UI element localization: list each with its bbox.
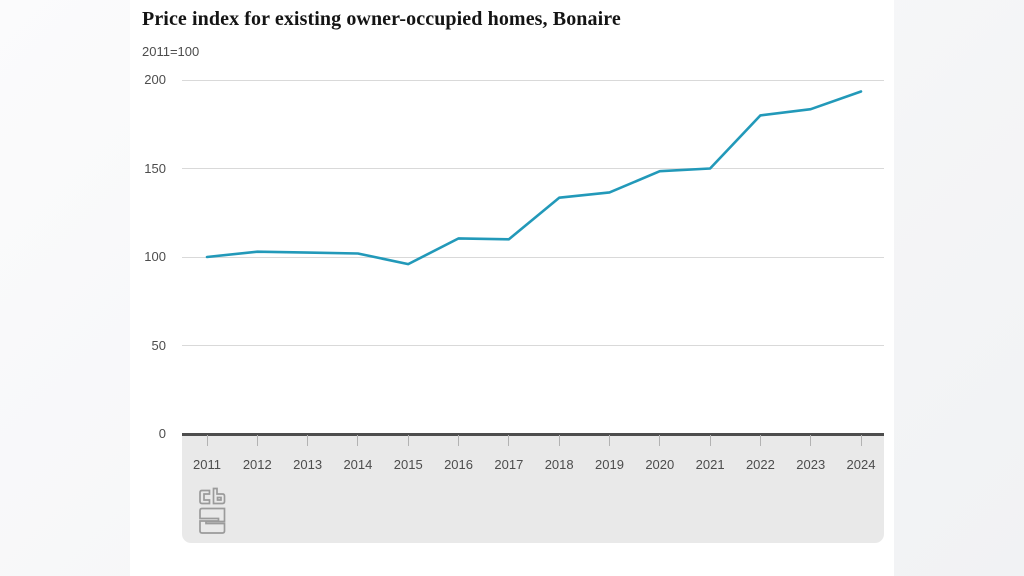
x-tick-2018: [558, 435, 560, 446]
y-axis-label-100: 100: [144, 249, 166, 264]
y-axis-label-50: 50: [151, 337, 166, 353]
cbs-logo-b: [212, 487, 226, 505]
cbs-logo: [196, 487, 228, 542]
x-tick-2023: [810, 435, 812, 446]
chart-subtitle: 2011=100: [142, 44, 200, 59]
chart-title: Price index for existing owner-occupied …: [142, 8, 621, 30]
x-tick-2021: [709, 435, 711, 446]
x-tick-2020: [659, 435, 661, 446]
x-tick-2019: [608, 435, 610, 446]
x-tick-2022: [759, 435, 761, 446]
x-tick-2024: [860, 435, 862, 446]
page-margin-left: [0, 0, 130, 576]
x-axis-label-2020: 2020: [645, 457, 675, 472]
x-axis-label-2011: 2011: [193, 457, 221, 472]
x-axis-label-2014: 2014: [343, 457, 373, 472]
cbs-logo-b-counter: [216, 496, 222, 501]
x-tick-2016: [458, 435, 460, 446]
x-tick-2012: [256, 435, 258, 446]
gridline-y-100: [182, 256, 884, 258]
x-axis-line: [182, 432, 884, 436]
x-axis-label-2023: 2023: [796, 457, 826, 472]
x-axis-label-2019: 2019: [595, 457, 624, 472]
x-axis-label-2016: 2016: [444, 457, 473, 472]
x-axis-label-2012: 2012: [242, 457, 272, 472]
cbs-logo-s: [199, 507, 226, 534]
x-tick-2014: [357, 435, 359, 446]
x-axis-label-2021: 2021: [695, 457, 725, 472]
y-axis-label-0: 0: [158, 426, 166, 441]
x-axis-label-2015: 2015: [393, 457, 423, 472]
x-axis-label-2024: 2024: [846, 457, 876, 472]
cbs-logo-c: [199, 489, 211, 505]
gridline-y-150: [182, 168, 884, 169]
y-axis-label-200: 200: [144, 72, 166, 87]
x-tick-2013: [307, 435, 309, 446]
page-margin-right: [894, 0, 1024, 576]
gridline-y-200: [182, 79, 884, 81]
gridline-y-50: [182, 345, 884, 346]
x-axis-band: [182, 435, 884, 543]
x-tick-2011: [206, 435, 208, 446]
y-axis-label-150: 150: [144, 160, 166, 176]
x-axis-label-2017: 2017: [494, 457, 524, 472]
x-axis-label-2022: 2022: [745, 457, 775, 472]
x-tick-2015: [407, 435, 409, 446]
x-tick-2017: [508, 435, 510, 446]
x-axis-label-2018: 2018: [544, 457, 574, 472]
x-axis-label-2013: 2013: [293, 457, 323, 472]
